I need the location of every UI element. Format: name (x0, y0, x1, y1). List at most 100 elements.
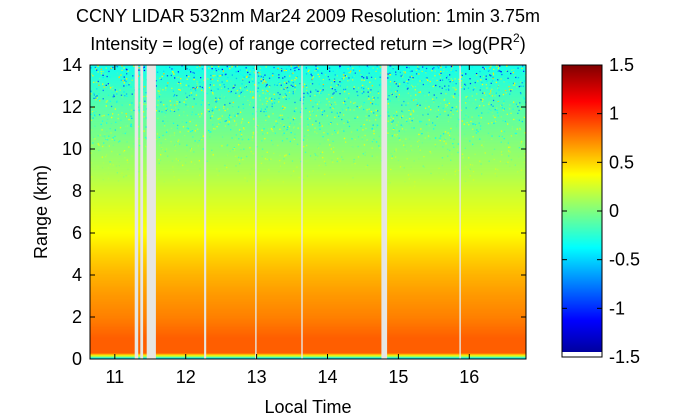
noise-cell (282, 129, 285, 132)
noise-cell (294, 86, 296, 88)
noise-cell (380, 83, 382, 85)
noise-cell (299, 123, 301, 125)
noise-cell (373, 138, 375, 140)
noise-cell (197, 113, 200, 115)
noise-cell (341, 81, 343, 84)
noise-cell (193, 77, 195, 79)
noise-cell (99, 134, 101, 136)
noise-cell (371, 103, 374, 105)
noise-cell (127, 70, 129, 72)
chart-title: CCNY LIDAR 532nm Mar24 2009 Resolution: … (76, 6, 540, 26)
noise-cell (419, 91, 421, 93)
colorbar-tick-label: -1 (609, 298, 625, 318)
noise-cell (188, 85, 190, 87)
noise-cell (509, 89, 511, 91)
heatmap-row (90, 171, 526, 173)
noise-cell (233, 119, 235, 121)
noise-cell (211, 149, 213, 151)
heatmap-plot-area (90, 65, 526, 359)
plot-frame (89, 64, 527, 360)
noise-cell (309, 117, 311, 120)
noise-cell (200, 135, 202, 137)
noise-cell (503, 81, 505, 83)
noise-cell (329, 123, 332, 125)
noise-cell (99, 190, 102, 192)
noise-cell (284, 107, 286, 110)
noise-cell (517, 127, 520, 130)
noise-cell (343, 122, 345, 124)
noise-cell (254, 126, 256, 128)
noise-cell (331, 159, 333, 161)
noise-cell (431, 70, 433, 72)
noise-cell (291, 79, 293, 81)
noise-cell (100, 70, 102, 73)
noise-cell (512, 71, 515, 74)
noise-cell (483, 140, 485, 143)
noise-cell (418, 91, 420, 93)
noise-cell (277, 67, 279, 70)
noise-cell (476, 93, 478, 95)
noise-cell (440, 65, 442, 67)
noise-cell (493, 122, 495, 124)
noise-cell (311, 78, 313, 80)
heatmap-row (90, 146, 526, 149)
noise-cell (186, 96, 188, 98)
noise-cell (451, 106, 454, 109)
noise-cell (163, 181, 165, 183)
noise-cell (322, 85, 324, 87)
noise-cell (476, 129, 478, 131)
noise-cell (260, 109, 262, 111)
colorbar-tick-label: 1 (609, 104, 619, 124)
noise-cell (435, 84, 437, 87)
noise-cell (268, 116, 270, 118)
noise-cell (374, 78, 377, 80)
noise-cell (143, 86, 146, 88)
noise-cell (404, 142, 406, 144)
noise-cell (320, 94, 322, 96)
noise-cell (477, 130, 479, 133)
noise-cell (158, 136, 160, 138)
noise-cell (186, 114, 189, 117)
noise-cell (290, 65, 292, 67)
noise-cell (489, 72, 491, 75)
heatmap-row (90, 311, 526, 314)
noise-cell (389, 81, 392, 83)
noise-cell (226, 80, 228, 82)
heatmap-row (90, 140, 526, 143)
noise-cell (395, 83, 397, 85)
noise-cell (252, 106, 255, 109)
noise-cell (450, 111, 452, 113)
noise-cell (279, 107, 282, 109)
noise-cell (165, 112, 167, 114)
noise-cell (224, 125, 227, 127)
noise-cell (492, 72, 494, 74)
noise-cell (264, 158, 267, 160)
noise-cell (494, 109, 496, 111)
noise-cell (279, 114, 281, 116)
noise-cell (504, 71, 506, 73)
noise-cell (357, 156, 360, 158)
noise-cell (465, 114, 468, 116)
noise-cell (280, 68, 282, 71)
noise-cell (228, 146, 230, 148)
noise-cell (188, 69, 191, 71)
noise-cell (202, 135, 204, 137)
heatmap-row (90, 237, 526, 239)
noise-cell (454, 87, 456, 89)
noise-cell (517, 155, 520, 158)
noise-cell (422, 66, 424, 68)
noise-cell (271, 98, 273, 100)
noise-cell (492, 77, 494, 80)
noise-cell (217, 77, 220, 80)
noise-cell (443, 69, 445, 72)
noise-cell (274, 132, 276, 134)
noise-cell (456, 110, 458, 112)
noise-cell (478, 115, 480, 117)
noise-cell (199, 81, 201, 83)
noise-cell (487, 122, 490, 125)
noise-cell (285, 82, 288, 84)
heatmap-row (90, 143, 526, 146)
noise-cell (339, 93, 341, 95)
noise-cell (267, 128, 270, 130)
